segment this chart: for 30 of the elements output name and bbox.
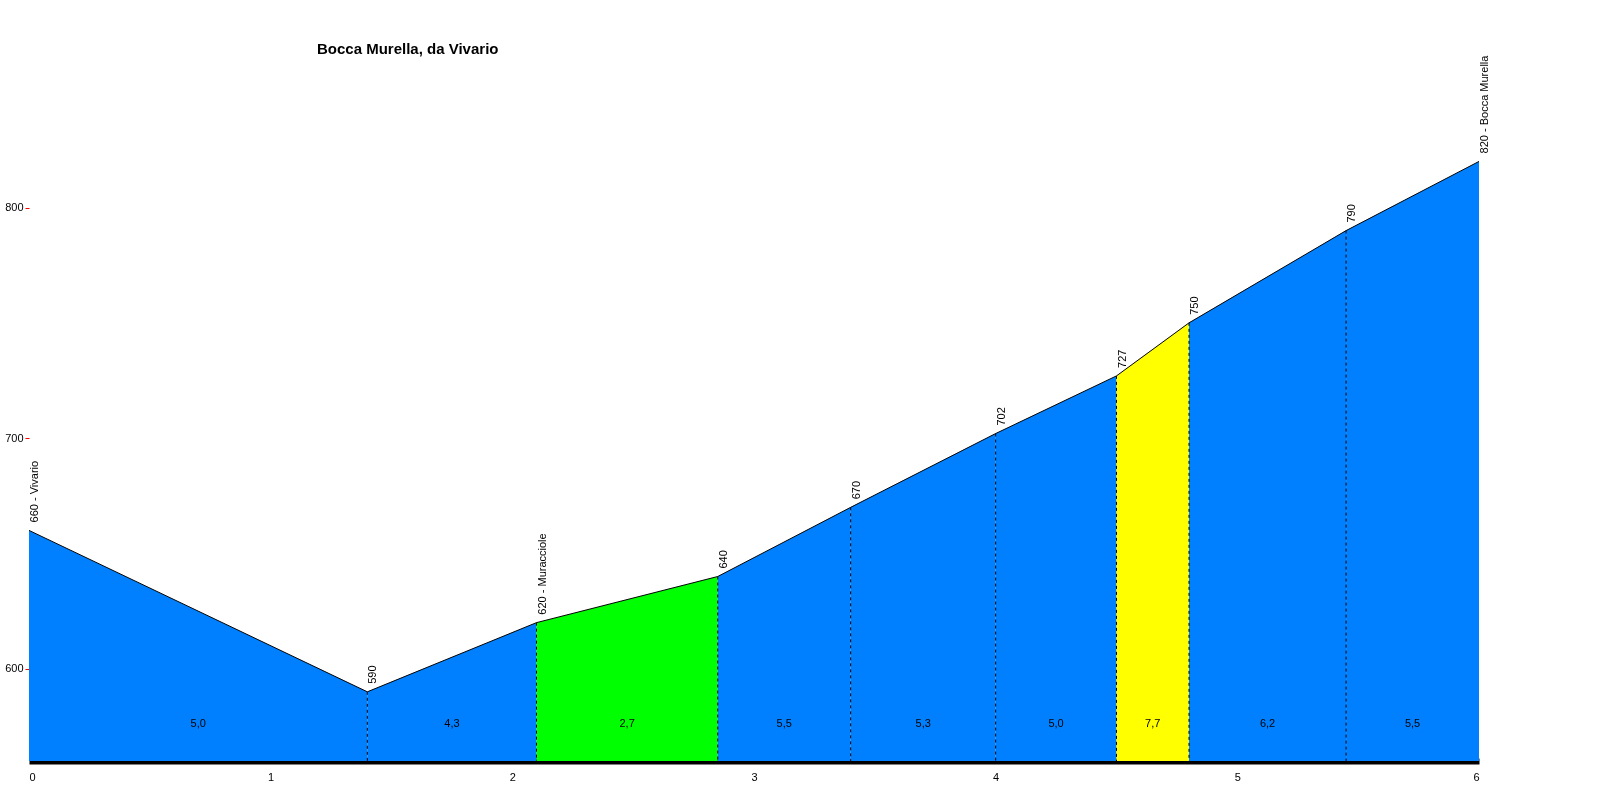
annotation: 670 [849, 480, 862, 500]
x-tick-label: 1 [268, 770, 275, 783]
y-tick-label: 600 [5, 662, 24, 675]
y-tick-label: 800 [5, 201, 24, 214]
x-tick-label: 3 [751, 770, 758, 783]
annotation: 4,3 [444, 717, 460, 729]
x-tick-label: 2 [509, 770, 516, 783]
x-tick-label: 4 [993, 770, 1000, 783]
annotation: 5,5 [776, 717, 792, 729]
annotation: 590 [366, 665, 379, 684]
annotation: 5,5 [1404, 717, 1421, 729]
annotation: 5,0 [190, 717, 206, 729]
annotation: 660 - Vivario [28, 460, 40, 523]
annotation: 790 [1345, 204, 1358, 223]
text: Bocca Murella, da Vivario [317, 40, 499, 57]
annotation: 2,7 [619, 717, 635, 729]
x-tick-label: 6 [1473, 770, 1480, 783]
x-tick-label: 0 [29, 770, 36, 783]
annotation: 702 [994, 407, 1007, 426]
annotation: 7,7 [1145, 717, 1161, 729]
annotation: 640 [716, 550, 729, 569]
annotation: 820 - Bocca Murella [1478, 54, 1490, 154]
x-tick-label: 5 [1234, 770, 1241, 783]
annotation: 5,0 [1048, 717, 1064, 729]
annotation: 6,2 [1259, 717, 1276, 729]
annotation: 750 [1188, 296, 1200, 315]
annotation: 620 - Muracciole [535, 533, 548, 615]
y-tick-label: 700 [5, 431, 24, 444]
annotation: 5,3 [915, 717, 931, 729]
annotation: 727 [1115, 349, 1128, 368]
